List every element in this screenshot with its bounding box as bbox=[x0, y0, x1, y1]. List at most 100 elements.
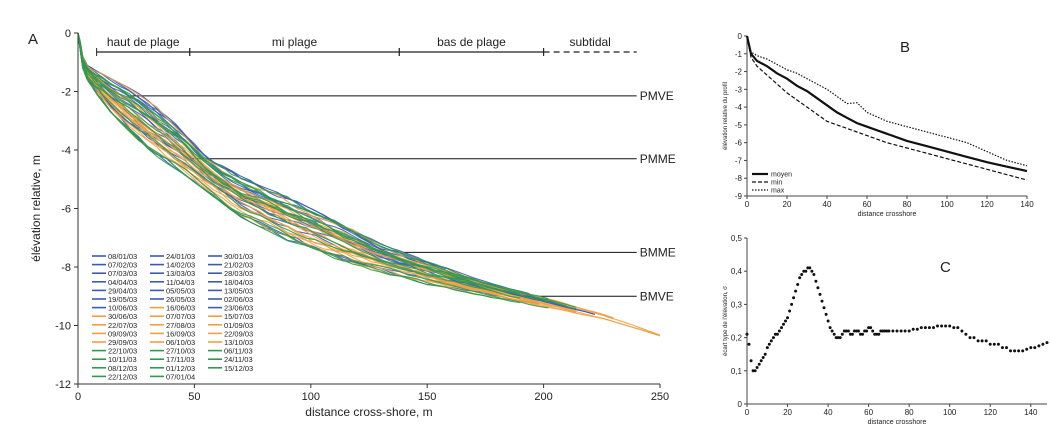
profile-line-19 bbox=[77, 32, 521, 302]
panel-b-y-tick-label: -6 bbox=[735, 139, 743, 148]
profile-line-1 bbox=[77, 32, 530, 298]
profile-line-41 bbox=[77, 32, 521, 304]
panel-c-y-tick-label: 0 bbox=[738, 400, 743, 409]
zone-label: bas de plage bbox=[437, 35, 506, 49]
legend-label: 15/07/03 bbox=[224, 312, 253, 321]
panel-c-point bbox=[927, 326, 931, 330]
tide-level-label: BMVE bbox=[640, 289, 674, 303]
legend-label: 23/06/03 bbox=[224, 304, 253, 313]
panel-c-point bbox=[944, 324, 948, 328]
panel-a-zone-annotations: haut de plage mi plage bas de plage subtida… bbox=[96, 35, 637, 56]
legend-label: 22/10/03 bbox=[108, 347, 137, 356]
legend-label: 22/07/03 bbox=[108, 321, 137, 330]
legend-label: 15/12/03 bbox=[224, 364, 253, 373]
profile-line-21 bbox=[77, 32, 493, 287]
profile-line-39 bbox=[77, 32, 577, 310]
panel-c-point bbox=[948, 324, 952, 328]
panel-c-point bbox=[844, 329, 848, 333]
tide-level-label: PMVE bbox=[640, 89, 674, 103]
panel-b-x-tick-label: 0 bbox=[745, 200, 750, 209]
panel-c-point bbox=[777, 329, 781, 333]
panel-a-y-tick-label: -8 bbox=[61, 262, 71, 274]
panel-c-point bbox=[857, 329, 860, 333]
panel-c-point bbox=[788, 309, 792, 313]
panel-b-series-line-min bbox=[746, 35, 1028, 181]
profile-line-4 bbox=[77, 32, 474, 282]
profile-line-15 bbox=[77, 32, 539, 305]
panel-b-legend-label: max bbox=[771, 188, 785, 195]
panel-b-x-tick-label: 20 bbox=[783, 200, 792, 209]
legend-label: 09/09/03 bbox=[108, 329, 137, 338]
tide-level-label: PMME bbox=[640, 152, 676, 166]
panel-c-point bbox=[899, 329, 903, 333]
profile-line-7 bbox=[77, 32, 540, 303]
panel-c-point bbox=[763, 352, 767, 356]
panel-c-point bbox=[1017, 349, 1021, 353]
legend-label: 27/10/03 bbox=[166, 347, 195, 356]
panel-c-point bbox=[919, 326, 923, 330]
panel-c-y-tick-label: 0,1 bbox=[731, 367, 743, 376]
legend-label: 07/03/03 bbox=[108, 269, 137, 278]
panel-a-y-tick-label: 0 bbox=[65, 28, 71, 40]
panel-c-point bbox=[838, 336, 842, 340]
panel-c-point bbox=[840, 332, 844, 336]
panel-c-point bbox=[877, 332, 881, 336]
panel-b-legend-label: min bbox=[771, 180, 782, 187]
profile-line-40 bbox=[77, 32, 474, 285]
panel-c-point bbox=[915, 327, 919, 331]
panel-c-point bbox=[765, 346, 769, 350]
panel-c-point bbox=[891, 329, 895, 333]
panel-c-point bbox=[936, 324, 939, 328]
legend-label: 07/01/04 bbox=[166, 372, 195, 381]
panel-c-x-tick-label: 120 bbox=[984, 408, 998, 417]
panel-c-point bbox=[869, 326, 873, 330]
panel-c-point bbox=[798, 276, 802, 280]
legend-label: 07/07/03 bbox=[166, 312, 195, 321]
panel-c-point bbox=[826, 319, 830, 323]
legend-label: 24/01/03 bbox=[166, 252, 195, 261]
panel-c-letter: C bbox=[940, 259, 951, 276]
panel-a-y-tick-label: -2 bbox=[61, 87, 71, 99]
legend-label: 13/03/03 bbox=[166, 269, 195, 278]
panel-a-x-tick-label: 150 bbox=[418, 391, 436, 403]
panel-c-point bbox=[1000, 346, 1004, 350]
profile-line-34 bbox=[77, 32, 577, 308]
legend-label: 04/04/03 bbox=[108, 278, 137, 287]
legend-label: 11/04/03 bbox=[166, 278, 195, 287]
panel-b-x-tick-label: 100 bbox=[940, 200, 954, 209]
panel-c-point bbox=[952, 326, 956, 330]
legend-label: 26/05/03 bbox=[166, 295, 195, 304]
panel-c: C 0 20 40 60 80 100 120 140 0 0,1 0,2 0,3 0,4 0,5 dis… bbox=[723, 234, 1049, 426]
legend-label: 24/11/03 bbox=[224, 355, 253, 364]
legend-label: 10/11/03 bbox=[108, 355, 137, 364]
profile-line-20 bbox=[77, 32, 614, 319]
panel-b: B 0 20 40 60 80 100 120 1400-1-2-3-4-5-6-7-8-9 … bbox=[723, 32, 1034, 218]
profile-line-26 bbox=[77, 32, 614, 320]
panel-c-y-tick-label: 0,4 bbox=[731, 267, 743, 276]
panel-c-point bbox=[976, 339, 980, 343]
legend-label: 02/06/03 bbox=[224, 295, 253, 304]
panel-b-x-axis-label: distance crosshore bbox=[858, 211, 917, 218]
panel-c-point bbox=[940, 324, 944, 328]
panel-b-y-tick-label: -2 bbox=[735, 68, 743, 77]
panel-a-y-tick-label: -12 bbox=[55, 379, 71, 391]
profile-line-29 bbox=[77, 32, 540, 305]
panel-a-x-axis-label: distance cross-shore, m bbox=[305, 405, 432, 419]
panel-c-point bbox=[828, 326, 832, 330]
profile-line-8 bbox=[77, 32, 419, 266]
legend-label: 05/05/03 bbox=[166, 286, 195, 295]
legend-label: 21/02/03 bbox=[224, 261, 253, 270]
profile-line-6 bbox=[77, 32, 446, 270]
profile-line-33 bbox=[77, 32, 493, 299]
panel-c-point bbox=[895, 329, 899, 333]
profile-line-17 bbox=[77, 32, 540, 303]
panel-c-point bbox=[1029, 346, 1033, 350]
panel-c-x-tick-label: 80 bbox=[905, 408, 914, 417]
panel-c-y-tick-label: 0,5 bbox=[731, 234, 743, 243]
panel-c-point bbox=[792, 296, 796, 300]
panel-b-y-axis-label: élévation relative du profil bbox=[723, 82, 729, 150]
panel-c-point bbox=[903, 329, 907, 333]
panel-b-series-lines bbox=[745, 35, 1028, 181]
panel-c-point bbox=[1021, 349, 1025, 353]
